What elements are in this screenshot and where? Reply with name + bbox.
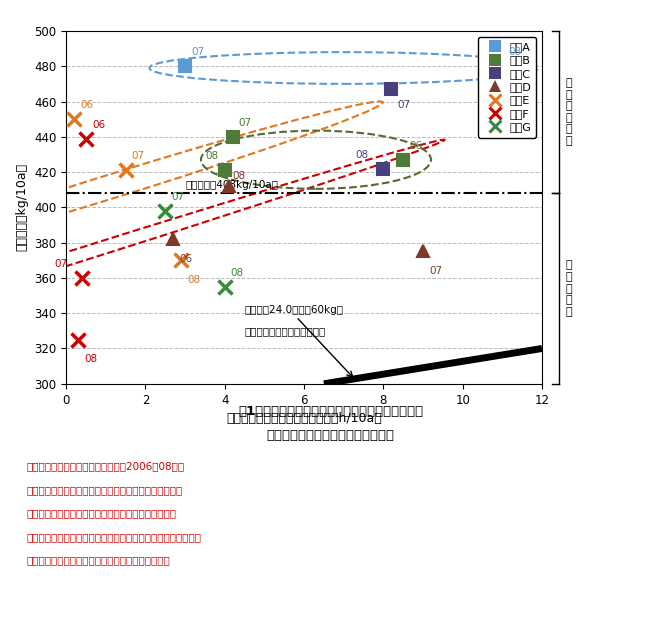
Text: 07: 07 [397, 100, 410, 110]
Text: 08: 08 [187, 275, 200, 285]
Text: 08: 08 [231, 268, 244, 278]
Text: 08: 08 [233, 171, 246, 181]
Text: 07: 07 [54, 259, 67, 269]
Text: ３）平均収量は、図出サンプルの他、単年度の２サンプル: ３）平均収量は、図出サンプルの他、単年度の２サンプル [26, 532, 202, 542]
Text: における純収益＝ゼロの直線: における純収益＝ゼロの直線 [245, 326, 326, 336]
Legend: 農家A, 農家B, 農家C, 農家D, 農家E, 農家F, 農家G: 農家A, 農家B, 農家C, 農家D, 農家E, 農家F, 農家G [478, 37, 537, 137]
Text: 収
量
不
安
定: 収 量 不 安 定 [565, 261, 572, 317]
Text: 収
量
高
位
安
定: 収 量 高 位 安 定 [565, 78, 572, 146]
Text: 現価格（24.0千円／60kg）: 現価格（24.0千円／60kg） [245, 305, 344, 315]
Text: 08: 08 [508, 48, 522, 58]
Text: 07: 07 [191, 48, 204, 58]
Text: ２）マーカーのラベルは西暦年度を示している。: ２）マーカーのラベルは西暦年度を示している。 [26, 508, 176, 518]
Text: 平均収量（408kg/10a）: 平均収量（408kg/10a） [185, 180, 278, 190]
Text: 07: 07 [171, 192, 184, 202]
Text: 06: 06 [80, 100, 93, 110]
Text: 08: 08 [356, 150, 369, 160]
Text: 07: 07 [132, 152, 145, 162]
Text: 08: 08 [84, 354, 97, 365]
Text: 06: 06 [179, 254, 192, 264]
Text: （機械・手取り計）と収量との関係: （機械・手取り計）と収量との関係 [266, 429, 395, 442]
Text: 注：１）同農家のデータを同一マーカーで示している。: 注：１）同農家のデータを同一マーカーで示している。 [26, 485, 182, 495]
Text: 資料：宮城県Ｓ地区耳き取り調査（2006～08年）: 資料：宮城県Ｓ地区耳き取り調査（2006～08年） [26, 461, 184, 471]
Text: と除草時間不明の２サンプルを加えて算出。: と除草時間不明の２サンプルを加えて算出。 [26, 555, 170, 565]
Text: 06: 06 [92, 119, 105, 130]
Y-axis label: 玄米収量（kg/10a）: 玄米収量（kg/10a） [15, 163, 28, 251]
X-axis label: 除草時間（機械・手取り計）　（h/10a）: 除草時間（機械・手取り計） （h/10a） [226, 412, 382, 425]
Text: 06: 06 [409, 141, 422, 151]
Text: 07: 07 [429, 266, 442, 276]
Text: 図1　冬期湛水・環境保全型稲作における除草時間: 図1 冬期湛水・環境保全型稲作における除草時間 [238, 405, 423, 418]
Text: 08: 08 [205, 152, 218, 162]
Text: 07: 07 [239, 118, 252, 128]
